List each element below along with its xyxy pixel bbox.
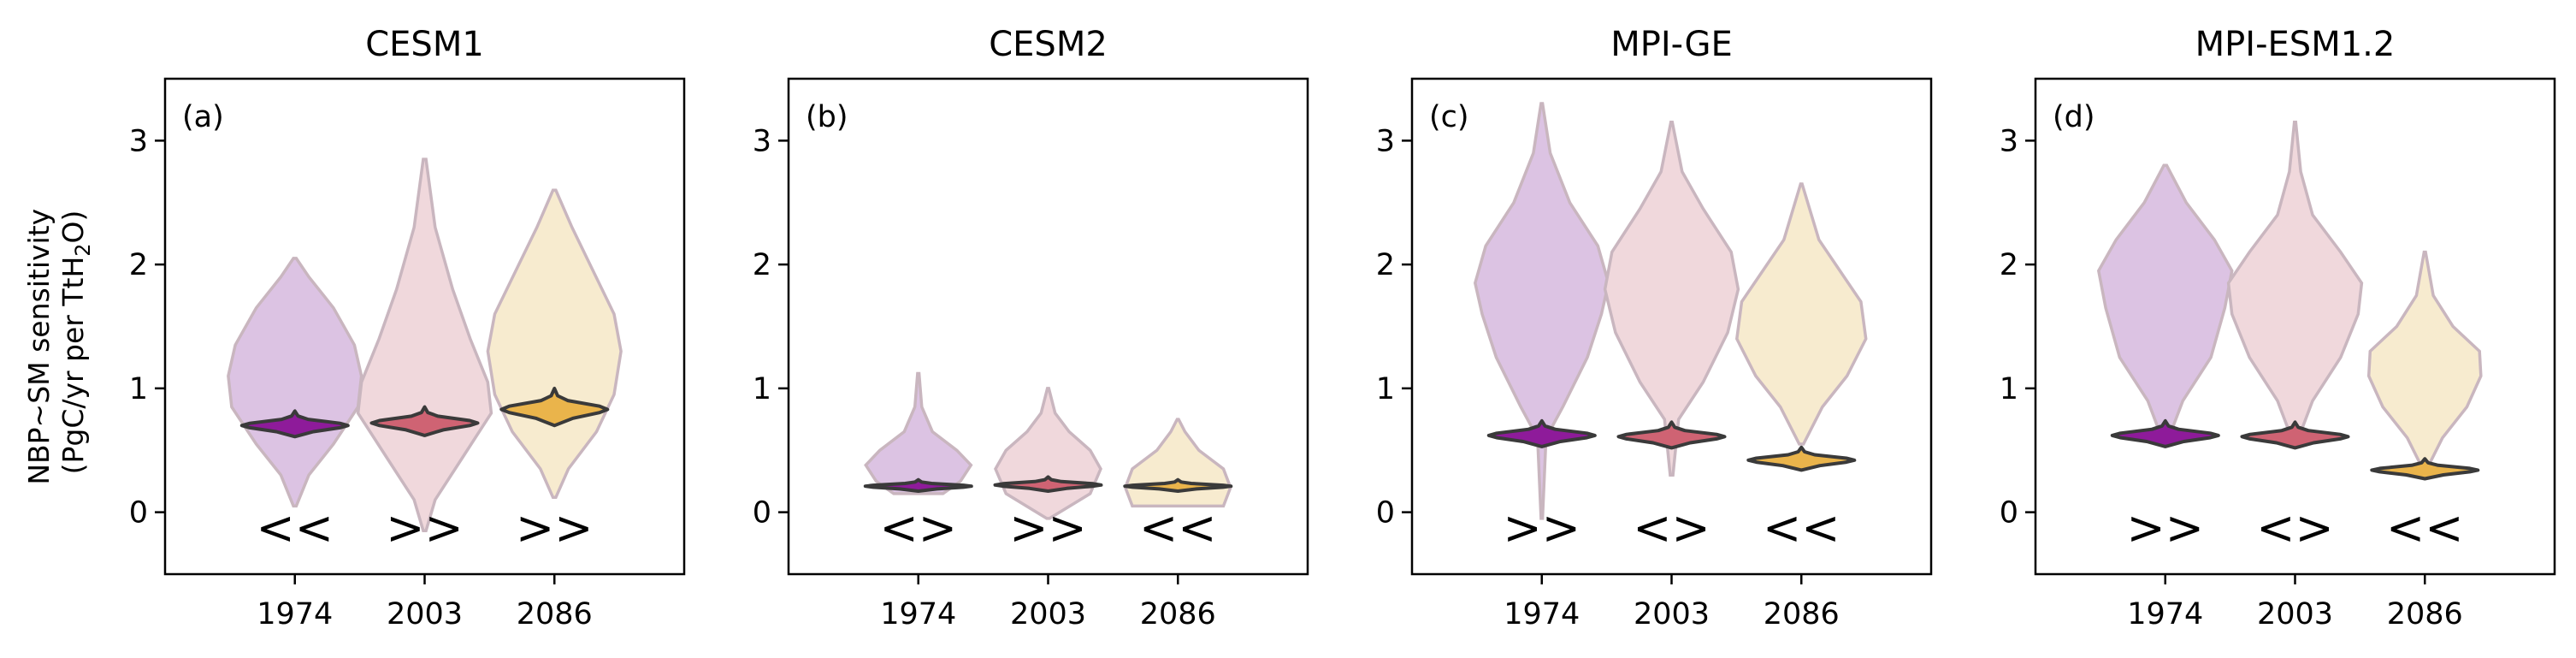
x-tick-label: 2003 [387, 597, 463, 631]
significance-marker: << [2386, 501, 2464, 554]
violin-distribution-1974 [864, 371, 973, 495]
violin-distribution-2086 [1123, 418, 1232, 508]
significance-marker: >> [1504, 501, 1581, 554]
significance-marker: >> [386, 501, 464, 554]
x-tick-label: 2003 [1010, 597, 1086, 631]
violin-group [227, 157, 623, 533]
y-tick-label: 0 [753, 496, 771, 531]
violin-model-2086 [1746, 445, 1857, 472]
violin-group [1473, 102, 1868, 520]
panel-4: MPI-ESM1.2 (d) 0 1 2 3 1974 >> 2003 <> 2086 << [2000, 25, 2556, 631]
violin-model-1974 [239, 409, 350, 439]
violin-model-1974 [2110, 418, 2220, 448]
y-tick-label: 1 [753, 372, 771, 406]
panel-label: (c) [1429, 100, 1469, 134]
y-tick-label: 0 [2000, 496, 2018, 531]
y-tick-label: 1 [2000, 372, 2018, 406]
y-tick-label: 2 [2000, 248, 2018, 282]
violin-model-2003 [2240, 420, 2350, 450]
significance-marker: >> [1009, 501, 1087, 554]
y-tick-label: 3 [753, 124, 771, 158]
y-tick-label: 1 [129, 372, 148, 406]
y-tick-label: 2 [753, 248, 771, 282]
violin-distribution-2003 [994, 387, 1102, 520]
y-tick-label: 2 [1376, 248, 1395, 282]
violin-model-2086 [1123, 477, 1233, 493]
y-tick-label: 3 [1376, 124, 1395, 158]
x-tick-label: 1974 [2127, 597, 2203, 631]
violin-model-2003 [1616, 420, 1727, 450]
violin-distribution-2003 [356, 157, 493, 533]
violin-distribution-2003 [1603, 120, 1740, 477]
x-tick-label: 2003 [2257, 597, 2333, 631]
y-axis-label-line1: NBP~SM sensitivity [22, 209, 56, 485]
panel-label: (b) [806, 100, 848, 134]
violin-distribution-1974 [1473, 102, 1610, 520]
significance-marker: <> [880, 501, 958, 554]
x-tick-label: 1974 [257, 597, 333, 631]
violin-distribution-2086 [1734, 182, 1868, 446]
x-tick-label: 2086 [517, 597, 593, 631]
panel-title: CESM1 [365, 25, 484, 64]
x-tick-label: 2003 [1634, 597, 1710, 631]
violin-model-1974 [863, 477, 973, 493]
significance-marker: <> [1633, 501, 1710, 554]
x-tick-label: 2086 [1764, 597, 1840, 631]
violin-distribution-2003 [2226, 120, 2364, 440]
panel-3: MPI-GE (c) 0 1 2 3 1974 >> 2003 <> 2086 << [1376, 25, 1933, 631]
y-tick-label: 3 [2000, 124, 2018, 158]
significance-marker: >> [516, 501, 594, 554]
x-tick-label: 2086 [1140, 597, 1216, 631]
y-tick-label: 0 [1376, 496, 1395, 531]
panel-label: (d) [2053, 100, 2095, 134]
panel-label: (a) [182, 100, 224, 134]
y-tick-label: 1 [1376, 372, 1395, 406]
violin-model-2086 [499, 387, 610, 428]
panel-1: CESM1 (a) 0 1 2 3 1974 << 2003 >> 2086 >> [129, 25, 686, 631]
y-tick-label: 2 [129, 248, 148, 282]
violin-distribution-2086 [486, 188, 623, 500]
panels: CESM1(a)01231974<<2003>>2086>>CESM2(b)01… [129, 25, 2556, 631]
violin-model-2003 [993, 475, 1103, 493]
significance-marker: << [257, 501, 334, 554]
y-tick-label: 0 [129, 496, 148, 531]
panel-title: MPI-ESM1.2 [2195, 25, 2396, 64]
x-tick-label: 1974 [880, 597, 956, 631]
x-tick-label: 2086 [2387, 597, 2463, 631]
violin-distribution-1974 [2096, 163, 2234, 440]
violin-model-1974 [1486, 418, 1597, 448]
panel-title: CESM2 [989, 25, 1108, 64]
x-tick-label: 1974 [1504, 597, 1580, 631]
violin-distribution-1974 [227, 257, 363, 508]
y-axis-label: NBP~SM sensitivity (PgC/yr per TtH2O) [22, 199, 95, 484]
violin-model-2086 [2370, 457, 2480, 481]
y-tick-label: 3 [129, 124, 148, 158]
violin-model-2003 [369, 405, 480, 437]
violin-group [863, 371, 1233, 520]
violin-group [2096, 120, 2483, 481]
significance-marker: << [1763, 501, 1840, 554]
panel-title: MPI-GE [1610, 25, 1733, 64]
violin-distribution-2086 [2366, 250, 2483, 471]
significance-marker: >> [2127, 501, 2205, 554]
significance-marker: << [1139, 501, 1217, 554]
significance-marker: <> [2256, 501, 2334, 554]
y-axis-label-line2: (PgC/yr per TtH2O) [56, 210, 95, 475]
panel-2: CESM2 (b) 0 1 2 3 1974 <> 2003 >> 2086 << [753, 25, 1309, 631]
